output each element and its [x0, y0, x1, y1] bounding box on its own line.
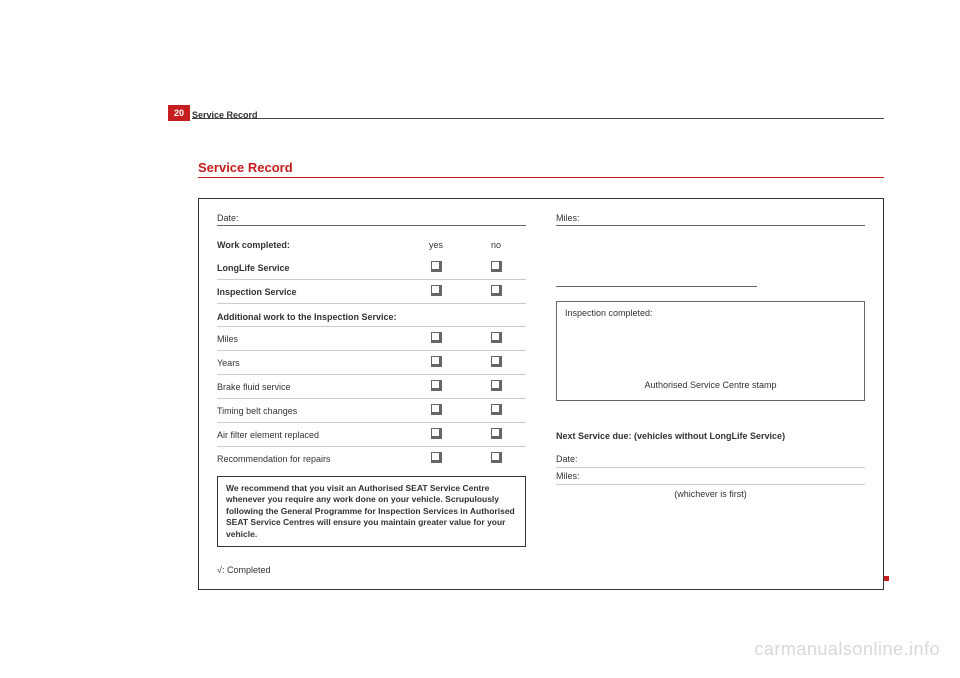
watermark: carmanualsonline.info — [754, 639, 940, 660]
row-airfilter: Air filter element replaced — [217, 423, 526, 447]
stamp-box: Inspection completed: Authorised Service… — [556, 301, 865, 401]
brake-label: Brake fluid service — [217, 382, 406, 392]
inspection-yes[interactable] — [406, 285, 466, 298]
miles-yes[interactable] — [406, 332, 466, 345]
page: 20 Service Record Service Record Date: W… — [0, 0, 960, 678]
header-title: Service Record — [192, 110, 258, 120]
completed-legend: √: Completed — [217, 565, 526, 575]
airfilter-yes[interactable] — [406, 428, 466, 441]
yes-header: yes — [406, 240, 466, 250]
title-underline — [198, 177, 884, 178]
miles-field: Miles: — [556, 213, 865, 226]
header-bar: Service Record — [192, 105, 884, 119]
row-recommendation: Recommendation for repairs — [217, 447, 526, 470]
right-column: Miles: Inspection completed: Authorised … — [556, 213, 865, 575]
next-date: Date: — [556, 451, 865, 468]
next-miles: Miles: — [556, 468, 865, 485]
inspection-label: Inspection Service — [217, 287, 406, 297]
next-service-label: Next Service due: (vehicles without Long… — [556, 431, 865, 441]
inspection-no[interactable] — [466, 285, 526, 298]
brake-no[interactable] — [466, 380, 526, 393]
years-no[interactable] — [466, 356, 526, 369]
row-brake: Brake fluid service — [217, 375, 526, 399]
section-title: Service Record — [198, 160, 884, 175]
signature-line — [556, 286, 757, 287]
brake-yes[interactable] — [406, 380, 466, 393]
row-longlife: LongLife Service — [217, 256, 526, 280]
note-box: We recommend that you visit an Authorise… — [217, 476, 526, 547]
left-column: Date: Work completed: yes no LongLife Se… — [217, 213, 526, 575]
airfilter-label: Air filter element replaced — [217, 430, 406, 440]
no-header: no — [466, 240, 526, 250]
longlife-label: LongLife Service — [217, 263, 406, 273]
row-years: Years — [217, 351, 526, 375]
years-yes[interactable] — [406, 356, 466, 369]
miles-no[interactable] — [466, 332, 526, 345]
whichever-first: (whichever is first) — [556, 485, 865, 499]
stamp-text: Authorised Service Centre stamp — [557, 380, 864, 390]
timing-yes[interactable] — [406, 404, 466, 417]
inspection-completed-label: Inspection completed: — [565, 308, 653, 318]
page-number-badge: 20 — [168, 105, 190, 121]
years-label: Years — [217, 358, 406, 368]
timing-no[interactable] — [466, 404, 526, 417]
longlife-yes[interactable] — [406, 261, 466, 274]
red-square-marker — [884, 576, 889, 581]
work-completed-label: Work completed: — [217, 240, 406, 250]
additional-header: Additional work to the Inspection Servic… — [217, 306, 526, 327]
date-field: Date: — [217, 213, 526, 226]
longlife-no[interactable] — [466, 261, 526, 274]
row-miles: Miles — [217, 327, 526, 351]
airfilter-no[interactable] — [466, 428, 526, 441]
timing-label: Timing belt changes — [217, 406, 406, 416]
content-box: Date: Work completed: yes no LongLife Se… — [198, 198, 884, 590]
row-timing: Timing belt changes — [217, 399, 526, 423]
row-inspection: Inspection Service — [217, 280, 526, 304]
work-completed-header: Work completed: yes no — [217, 240, 526, 250]
recommend-no[interactable] — [466, 452, 526, 465]
recommend-label: Recommendation for repairs — [217, 454, 406, 464]
recommend-yes[interactable] — [406, 452, 466, 465]
miles-label: Miles — [217, 334, 406, 344]
